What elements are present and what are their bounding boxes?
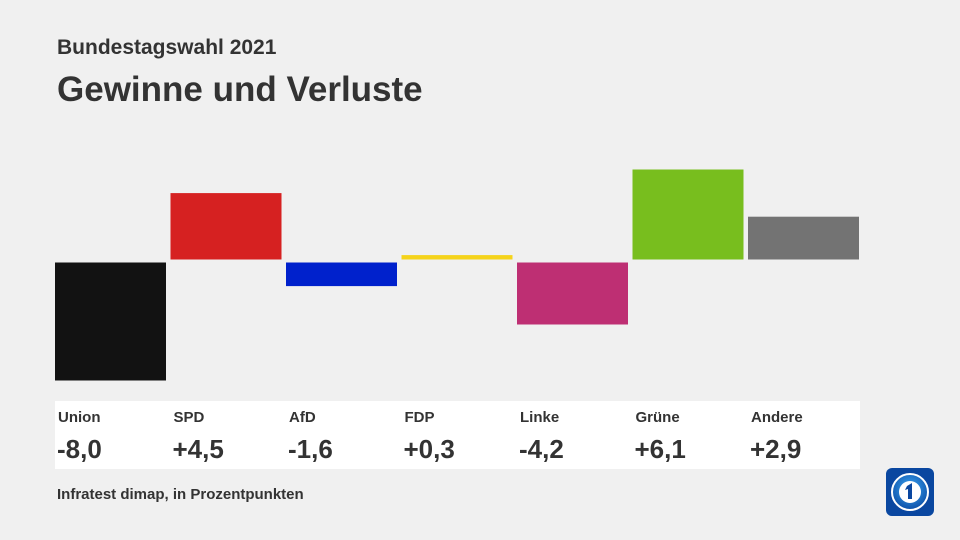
tick-label: Union [58, 409, 101, 426]
data-label: +6,1 [634, 434, 686, 464]
bar-chart [55, 169, 859, 381]
bar-andere [748, 216, 859, 260]
tick-label: Linke [520, 409, 560, 426]
ard-tagesschau-logo-icon [886, 468, 934, 516]
party-column: Union -8,0 [55, 401, 170, 469]
chart-subtitle: Bundestagswahl 2021 [57, 36, 277, 59]
bar-fdp [401, 255, 513, 260]
data-label: -1,6 [288, 434, 333, 464]
bar-grüne [632, 169, 744, 260]
party-column: FDP +0,3 [402, 401, 517, 469]
party-column: AfD -1,6 [286, 401, 401, 469]
party-column: Grüne +6,1 [633, 401, 748, 469]
data-label: +0,3 [403, 434, 455, 464]
bar-linke [517, 262, 628, 325]
data-label: +2,9 [750, 434, 802, 464]
chart-title: Gewinne und Verluste [57, 70, 423, 109]
tick-label: AfD [289, 409, 316, 426]
party-column: Linke -4,2 [517, 401, 632, 469]
bar-spd [170, 193, 282, 260]
party-column: SPD +4,5 [171, 401, 286, 469]
tick-label: Andere [751, 409, 803, 426]
bar-union [55, 262, 166, 381]
tick-label: Grüne [635, 409, 680, 426]
party-value-panel: Union -8,0 SPD +4,5 AfD -1,6 FDP +0,3 Linke -4,2 G… [55, 401, 860, 469]
data-label: -4,2 [519, 434, 564, 464]
data-label: +4,5 [172, 434, 224, 464]
party-column: Andere +2,9 [748, 401, 863, 469]
source-note: Infratest dimap, in Prozentpunkten [57, 486, 304, 503]
tick-label: SPD [173, 409, 205, 426]
bar-afd [286, 262, 397, 287]
data-label: -8,0 [57, 434, 102, 464]
tick-label: FDP [404, 409, 435, 426]
